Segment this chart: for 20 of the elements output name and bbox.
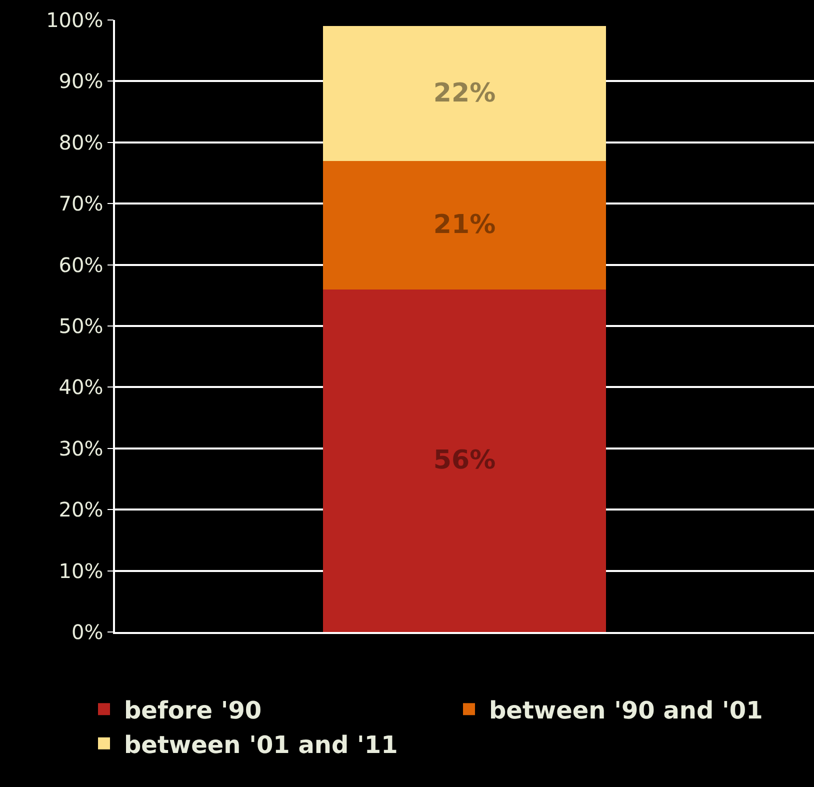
y-tick-label: 30%	[58, 436, 104, 460]
bar	[322, 289, 606, 632]
y-tick-label: 80%	[58, 130, 104, 154]
legend-label: between '90 and '01	[489, 696, 763, 725]
text: 56%	[433, 446, 496, 476]
legend-label: before '90	[124, 696, 262, 725]
y-tick-label: 100%	[46, 8, 104, 32]
y-tick-label: 20%	[58, 498, 104, 522]
y-tick-label: 60%	[58, 252, 104, 277]
y-tick-label: 90%	[58, 69, 104, 94]
legend-label: between '01 and '11	[124, 730, 398, 759]
y-tick-label: 0%	[72, 620, 104, 644]
y-tick-label: 10%	[58, 558, 104, 583]
y-tick-label: 40%	[58, 375, 104, 400]
text: 22%	[433, 78, 496, 108]
y-tick-label: 50%	[58, 314, 104, 338]
bar	[322, 160, 606, 290]
bar	[322, 26, 606, 161]
text: 21%	[433, 210, 496, 240]
y-tick-label: 70%	[58, 192, 104, 216]
